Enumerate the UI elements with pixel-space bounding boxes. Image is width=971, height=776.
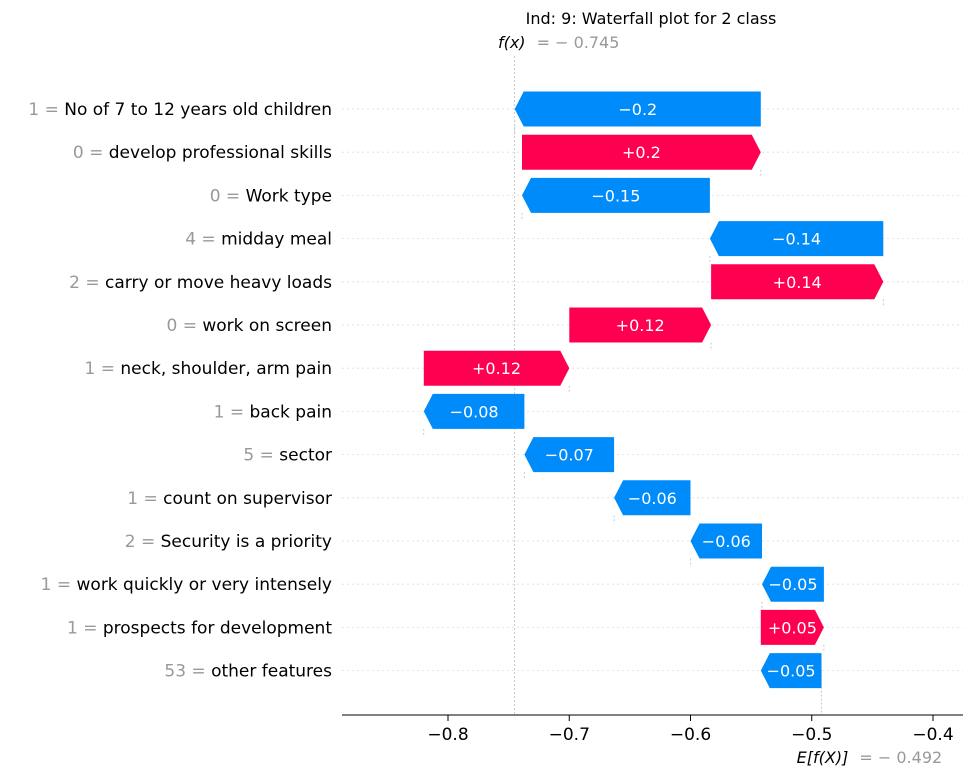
feature-label: 1 = neck, shoulder, arm pain	[85, 359, 332, 379]
feature-value: 1 =	[214, 402, 250, 422]
ex-name: E[f(X)]	[797, 748, 849, 767]
feature-label: 1 = count on supervisor	[127, 489, 332, 509]
bar-value-label: −0.06	[628, 489, 677, 508]
feature-name: midday meal	[221, 230, 332, 250]
feature-value: 1 =	[41, 575, 77, 595]
waterfall-bar	[514, 91, 761, 127]
waterfall-bar	[524, 437, 615, 473]
feature-labels: 1 = No of 7 to 12 years old children 0 = …	[28, 100, 332, 682]
feature-label: 2 = Security is a priority	[125, 532, 332, 552]
waterfall-bar	[760, 609, 824, 645]
feature-label: 1 = No of 7 to 12 years old children	[28, 100, 332, 120]
bar-value-label: +0.12	[616, 316, 665, 335]
x-tick-label: −0.6	[670, 725, 711, 745]
feature-label: 0 = develop professional skills	[73, 143, 332, 163]
output-value-label: f(x) = − 0.745	[498, 33, 619, 52]
bar-value-label: +0.12	[472, 359, 521, 378]
feature-value: 2 =	[69, 273, 105, 293]
bar-value-label: −0.15	[591, 186, 640, 205]
feature-value: 1 =	[28, 100, 64, 120]
waterfall-bar	[711, 264, 884, 300]
bar-value-label: −0.14	[772, 230, 821, 249]
bar-value-label: +0.05	[768, 618, 817, 637]
feature-label: 4 = midday meal	[185, 230, 332, 250]
feature-name: carry or move heavy loads	[105, 273, 332, 293]
feature-name: No of 7 to 12 years old children	[64, 100, 332, 120]
fx-name: f(x)	[498, 33, 526, 52]
feature-value: 5 =	[243, 446, 279, 466]
waterfall-bar	[760, 653, 822, 689]
waterfall-bar	[762, 566, 824, 602]
feature-name: work quickly or very intensely	[77, 575, 332, 595]
waterfall-bar	[423, 393, 525, 429]
bar-value-label: −0.07	[545, 446, 594, 465]
x-tick-label: −0.8	[427, 725, 468, 745]
feature-value: 2 =	[125, 532, 161, 552]
base-value-label: E[f(X)] = − 0.492	[797, 748, 943, 767]
x-tick-label: −0.7	[549, 725, 590, 745]
feature-name: back pain	[249, 402, 332, 422]
feature-label: 1 = work quickly or very intensely	[41, 575, 332, 595]
ex-value: = − 0.492	[859, 748, 942, 767]
waterfall-bar	[709, 221, 884, 257]
feature-name: work on screen	[202, 316, 332, 336]
waterfall-bar	[690, 523, 762, 559]
bar-value-label: −0.08	[450, 402, 499, 421]
feature-label: 2 = carry or move heavy loads	[69, 273, 332, 293]
fx-value: = − 0.745	[537, 33, 620, 52]
feature-name: sector	[279, 446, 332, 466]
feature-value: 4 =	[185, 230, 221, 250]
bars: −0.2 +0.2 −0.15 −0.14 +0.14 +0.12 +0.12 −0.08 −0…	[423, 91, 884, 689]
waterfall-bar	[522, 177, 710, 213]
feature-label: 1 = back pain	[214, 402, 332, 422]
x-tick-label: −0.4	[912, 725, 953, 745]
bar-value-label: −0.2	[618, 100, 657, 119]
waterfall-bar	[569, 307, 712, 343]
x-axis: −0.8 −0.7 −0.6 −0.5 −0.4	[342, 714, 963, 745]
bar-value-label: +0.2	[622, 143, 661, 162]
waterfall-bar	[614, 480, 691, 516]
bar-value-label: −0.05	[767, 662, 816, 681]
feature-label: 5 = sector	[243, 446, 332, 466]
feature-label: 1 = prospects for development	[67, 618, 332, 638]
feature-value: 1 =	[127, 489, 163, 509]
feature-name: prospects for development	[103, 618, 332, 638]
x-tick-label: −0.5	[791, 725, 832, 745]
feature-name: Work type	[246, 186, 332, 206]
feature-label: 0 = Work type	[210, 186, 332, 206]
bar-value-label: −0.06	[702, 532, 751, 551]
feature-value: 53 =	[164, 662, 211, 682]
feature-name: Security is a priority	[161, 532, 332, 552]
bar-value-label: −0.05	[768, 575, 817, 594]
feature-name: count on supervisor	[163, 489, 332, 509]
waterfall-bar	[423, 350, 570, 386]
feature-name: neck, shoulder, arm pain	[120, 359, 332, 379]
feature-value: 0 =	[166, 316, 202, 336]
feature-label: 53 = other features	[164, 662, 332, 682]
feature-value: 0 =	[210, 186, 246, 206]
feature-name: other features	[211, 662, 332, 682]
feature-name: develop professional skills	[109, 143, 332, 163]
bar-value-label: +0.14	[773, 273, 822, 292]
feature-label: 0 = work on screen	[166, 316, 332, 336]
waterfall-bar	[522, 134, 761, 170]
feature-value: 0 =	[73, 143, 109, 163]
feature-value: 1 =	[85, 359, 121, 379]
feature-value: 1 =	[67, 618, 103, 638]
chart-title: Ind: 9: Waterfall plot for 2 class	[526, 9, 777, 28]
